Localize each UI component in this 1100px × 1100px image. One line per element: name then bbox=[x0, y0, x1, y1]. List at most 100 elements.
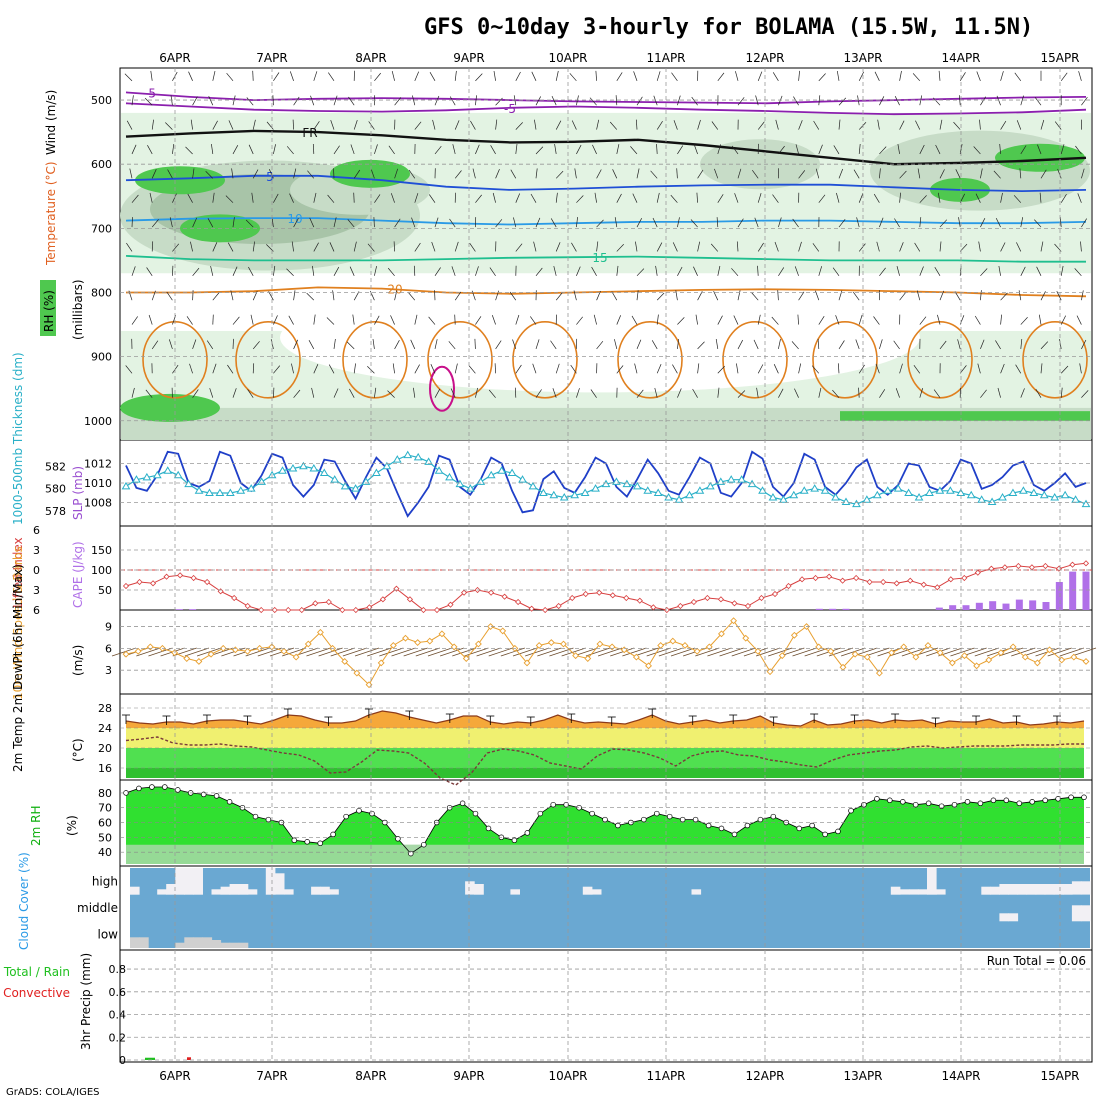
wind-barb bbox=[937, 192, 941, 203]
wind-barb bbox=[212, 120, 218, 130]
cape-bar bbox=[1042, 602, 1050, 610]
wind-barb bbox=[777, 290, 779, 301]
wind-speed-point bbox=[535, 642, 543, 649]
thickness-point bbox=[205, 488, 214, 497]
lifted-tick-label: 0 bbox=[33, 564, 40, 577]
wind-barb bbox=[676, 168, 678, 179]
wind-barb bbox=[289, 193, 294, 203]
cloud-low-cell bbox=[193, 937, 203, 948]
wind-barb bbox=[917, 168, 921, 179]
left-axis-titles: Wind (m/s) Temperature (°C) RH (%) (mill… bbox=[3, 90, 93, 1050]
wind-barb bbox=[677, 217, 680, 228]
wind-barb bbox=[999, 143, 1001, 154]
wind-barb bbox=[959, 144, 963, 155]
thickness-point bbox=[455, 479, 465, 488]
wind-barb bbox=[798, 291, 805, 301]
wind-barb bbox=[532, 363, 537, 374]
lifted-point bbox=[961, 574, 968, 582]
wind-barb bbox=[717, 265, 721, 276]
wind-barb bbox=[348, 96, 355, 106]
wind-barb bbox=[309, 217, 315, 228]
wind-barb bbox=[187, 193, 193, 203]
lifted-point bbox=[528, 605, 535, 612]
wind-barb bbox=[756, 387, 759, 398]
cape-bar bbox=[1082, 571, 1090, 610]
wind-barb bbox=[937, 314, 941, 325]
wind-barb bbox=[454, 314, 456, 325]
wind-speed-point bbox=[632, 653, 640, 661]
wind-barb bbox=[1075, 145, 1082, 155]
wind-barb bbox=[291, 241, 294, 252]
cloud-high-cell bbox=[465, 881, 475, 895]
wind-barb bbox=[757, 121, 765, 130]
wind-barb bbox=[879, 389, 886, 398]
wind-barb bbox=[838, 340, 845, 350]
wind-barb bbox=[185, 146, 193, 155]
thickness-point bbox=[194, 486, 204, 494]
wind-barb bbox=[251, 192, 254, 203]
wind-barb bbox=[374, 266, 377, 276]
wind-barb bbox=[813, 120, 820, 130]
wind-barb bbox=[493, 70, 496, 81]
wind-barb-10m bbox=[719, 647, 744, 657]
wind-barb bbox=[1020, 338, 1023, 349]
precip-tick-label: 0.4 bbox=[109, 1009, 127, 1022]
wind-barb bbox=[1020, 266, 1026, 276]
wind-barb bbox=[266, 121, 274, 130]
wind-speed-point bbox=[718, 630, 725, 638]
wind-barb bbox=[1081, 96, 1088, 106]
rh2m-point bbox=[421, 841, 427, 848]
wind-barb bbox=[414, 121, 422, 130]
cross-section-plot: -5 -5 FR 5 10 15 20 bbox=[120, 70, 1091, 440]
wind-barb bbox=[211, 143, 214, 154]
cloud-high-cell bbox=[220, 886, 231, 895]
cape-bar bbox=[989, 601, 997, 610]
lifted-point bbox=[488, 589, 495, 596]
wind-barb-10m bbox=[1011, 647, 1036, 657]
lifted-point bbox=[609, 592, 616, 599]
wind-barb bbox=[596, 219, 604, 228]
wind-barb bbox=[1074, 268, 1082, 277]
temperature-axis-title: Temperature (°C) bbox=[44, 161, 58, 266]
lifted-point bbox=[406, 596, 414, 603]
wind-tick-label: 3 bbox=[105, 664, 112, 677]
wind-barb bbox=[717, 365, 725, 374]
lifted-point bbox=[163, 573, 170, 580]
wind-barb bbox=[631, 315, 638, 325]
thickness-point bbox=[184, 479, 193, 488]
wind-barb bbox=[212, 71, 216, 81]
lifted-point bbox=[717, 596, 724, 603]
rh2m-point bbox=[744, 822, 751, 829]
lifted-point bbox=[826, 573, 833, 580]
wind-plot bbox=[111, 617, 1097, 689]
wind-barb bbox=[551, 95, 557, 106]
wind-barb bbox=[553, 266, 557, 276]
rh-axis-title: RH (%) bbox=[42, 290, 56, 332]
wind-speed-point bbox=[244, 647, 251, 655]
wind-barb bbox=[1020, 316, 1028, 325]
wind-barb bbox=[635, 119, 638, 130]
wind-barb bbox=[995, 340, 1001, 350]
temp-tick-label: 28 bbox=[98, 702, 112, 715]
thickness-point bbox=[486, 470, 496, 479]
wind-barb bbox=[431, 241, 436, 252]
wind-barb bbox=[670, 194, 678, 203]
lifted-point bbox=[1042, 562, 1049, 570]
wind-barb bbox=[591, 266, 597, 276]
wind-barb bbox=[571, 242, 577, 252]
precip-legend-rain: Total / Rain bbox=[3, 965, 70, 979]
wind-barb bbox=[974, 315, 981, 325]
date-label-bottom: 13APR bbox=[843, 1069, 882, 1083]
wind-barb bbox=[818, 387, 822, 398]
wind-barb bbox=[429, 72, 436, 82]
rh-blob-green bbox=[995, 143, 1085, 172]
wind-barb bbox=[692, 388, 698, 398]
wind-barb bbox=[552, 388, 557, 398]
wind-barb bbox=[186, 316, 193, 325]
wind-barb bbox=[954, 291, 961, 301]
wind-barb bbox=[573, 290, 577, 301]
wind-barb bbox=[1000, 242, 1006, 252]
wind-barb bbox=[794, 388, 799, 398]
wind-barb bbox=[293, 389, 301, 398]
wind-barb bbox=[306, 292, 315, 301]
